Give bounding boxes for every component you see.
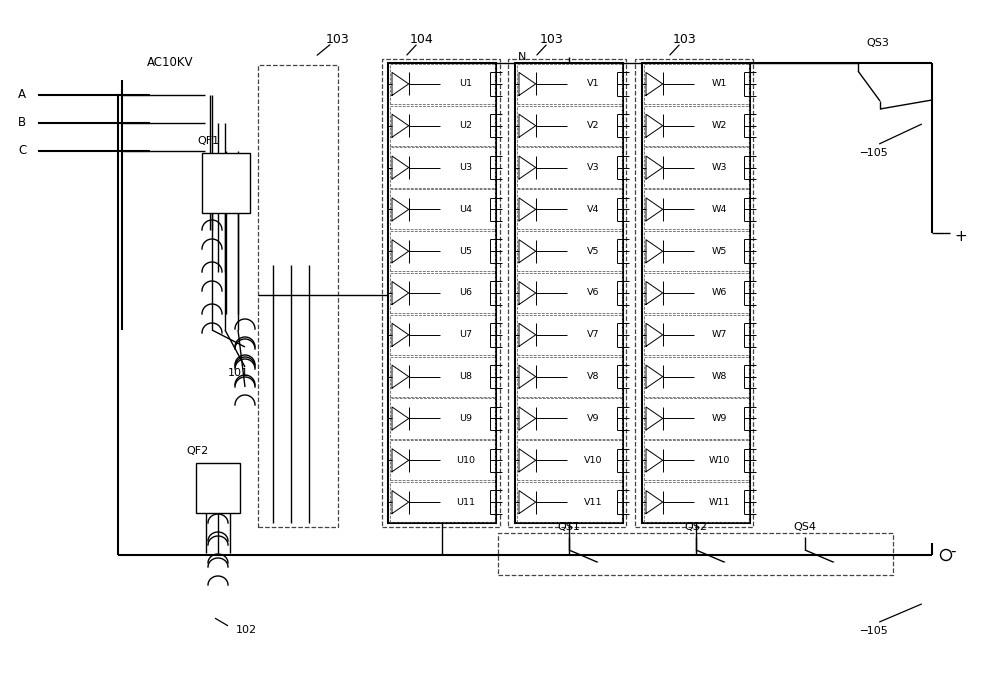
Bar bbox=[390, 399, 494, 438]
Bar bbox=[202, 153, 250, 213]
Text: V4: V4 bbox=[587, 205, 599, 214]
Text: QS2: QS2 bbox=[684, 522, 708, 532]
Text: 103: 103 bbox=[540, 34, 564, 47]
Text: 103: 103 bbox=[673, 34, 697, 47]
Bar bbox=[644, 273, 748, 313]
Text: V5: V5 bbox=[587, 247, 599, 256]
Bar bbox=[390, 482, 494, 522]
Text: QF2: QF2 bbox=[186, 446, 208, 456]
Bar bbox=[516, 147, 622, 188]
Bar bbox=[516, 482, 622, 522]
Text: V9: V9 bbox=[587, 414, 599, 423]
Text: QS4: QS4 bbox=[794, 522, 817, 532]
Text: C: C bbox=[18, 145, 26, 158]
Bar bbox=[390, 273, 494, 313]
Bar bbox=[644, 314, 748, 355]
Text: W11: W11 bbox=[709, 497, 730, 507]
Bar bbox=[644, 440, 748, 480]
Text: W6: W6 bbox=[712, 288, 727, 297]
Text: QS3: QS3 bbox=[866, 38, 889, 48]
Bar bbox=[390, 231, 494, 271]
Bar bbox=[516, 231, 622, 271]
Bar bbox=[390, 356, 494, 397]
Bar bbox=[390, 64, 494, 104]
Bar bbox=[258, 65, 338, 527]
Text: A: A bbox=[18, 88, 26, 101]
Bar bbox=[644, 482, 748, 522]
Text: W5: W5 bbox=[712, 247, 727, 256]
Text: V1: V1 bbox=[587, 79, 599, 88]
Text: ─105: ─105 bbox=[860, 148, 888, 158]
Bar bbox=[515, 63, 623, 523]
Text: U5: U5 bbox=[459, 247, 472, 256]
Text: V11: V11 bbox=[584, 497, 602, 507]
Text: V6: V6 bbox=[587, 288, 599, 297]
Text: W1: W1 bbox=[712, 79, 727, 88]
Text: W3: W3 bbox=[712, 163, 728, 172]
Text: U11: U11 bbox=[456, 497, 475, 507]
Text: V8: V8 bbox=[587, 372, 599, 381]
Bar bbox=[388, 63, 496, 523]
Text: +: + bbox=[954, 229, 967, 245]
Text: QF1: QF1 bbox=[197, 136, 219, 146]
Text: V10: V10 bbox=[584, 456, 602, 465]
Text: U7: U7 bbox=[459, 330, 472, 339]
Bar bbox=[516, 314, 622, 355]
Bar bbox=[644, 231, 748, 271]
Text: U9: U9 bbox=[459, 414, 472, 423]
Bar bbox=[516, 64, 622, 104]
Text: U1: U1 bbox=[459, 79, 472, 88]
Bar bbox=[390, 147, 494, 188]
Text: U2: U2 bbox=[459, 121, 472, 130]
Circle shape bbox=[941, 549, 952, 560]
Text: W4: W4 bbox=[712, 205, 727, 214]
Text: 104: 104 bbox=[410, 34, 434, 47]
Text: W10: W10 bbox=[709, 456, 730, 465]
Text: 102: 102 bbox=[236, 625, 257, 635]
Text: W9: W9 bbox=[712, 414, 727, 423]
Bar bbox=[390, 105, 494, 146]
Text: V2: V2 bbox=[587, 121, 599, 130]
Text: U6: U6 bbox=[459, 288, 472, 297]
Bar bbox=[508, 59, 626, 527]
Bar bbox=[382, 59, 500, 527]
Text: V3: V3 bbox=[586, 163, 599, 172]
Text: U4: U4 bbox=[459, 205, 472, 214]
Bar bbox=[635, 59, 753, 527]
Text: 103: 103 bbox=[326, 34, 350, 47]
Text: 101: 101 bbox=[228, 368, 249, 378]
Bar bbox=[516, 273, 622, 313]
Bar bbox=[644, 64, 748, 104]
Bar bbox=[644, 399, 748, 438]
Text: V7: V7 bbox=[587, 330, 599, 339]
Bar bbox=[644, 147, 748, 188]
Bar bbox=[644, 189, 748, 229]
Bar bbox=[516, 356, 622, 397]
Text: U3: U3 bbox=[459, 163, 472, 172]
Text: AC10KV: AC10KV bbox=[147, 56, 194, 69]
Text: B: B bbox=[18, 116, 26, 129]
Text: W7: W7 bbox=[712, 330, 727, 339]
Text: W2: W2 bbox=[712, 121, 727, 130]
Text: W8: W8 bbox=[712, 372, 727, 381]
Text: ─105: ─105 bbox=[860, 626, 888, 636]
Bar bbox=[498, 533, 893, 575]
Text: -: - bbox=[950, 543, 956, 558]
Bar bbox=[390, 314, 494, 355]
Text: N: N bbox=[518, 52, 526, 62]
Bar bbox=[390, 440, 494, 480]
Bar bbox=[516, 189, 622, 229]
Bar bbox=[644, 356, 748, 397]
Bar bbox=[516, 105, 622, 146]
Text: QS1: QS1 bbox=[558, 522, 580, 532]
Bar bbox=[390, 189, 494, 229]
Bar bbox=[642, 63, 750, 523]
Bar bbox=[516, 399, 622, 438]
Bar bbox=[196, 463, 240, 513]
Bar bbox=[516, 440, 622, 480]
Bar bbox=[644, 105, 748, 146]
Text: U10: U10 bbox=[456, 456, 475, 465]
Text: U8: U8 bbox=[459, 372, 472, 381]
